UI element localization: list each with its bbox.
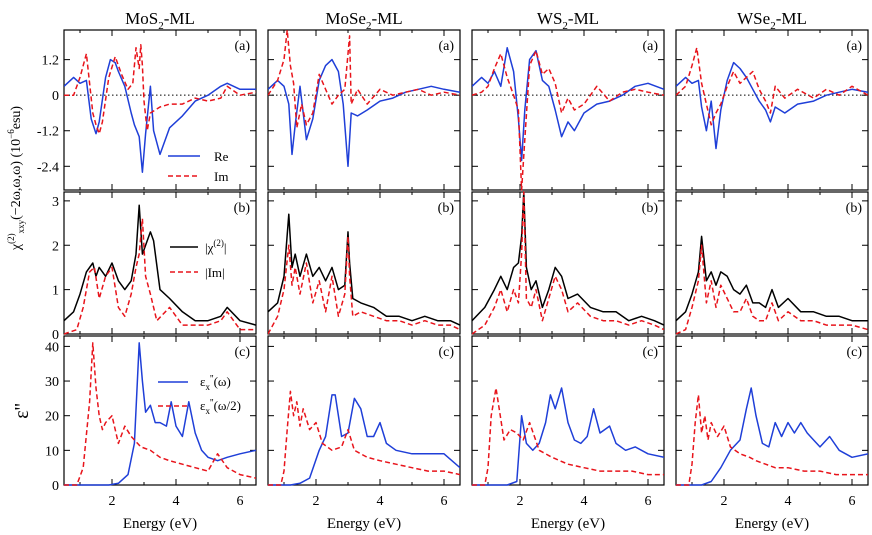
panel-label-a: (a): [846, 39, 862, 54]
series-ws2-ml-a-im: [472, 49, 664, 191]
series-wse2-ml-c-x-2: [676, 394, 868, 486]
series-mose2-ml-c-x-2: [268, 390, 460, 486]
legend-label-re: Re: [214, 149, 229, 164]
panel-label-b: (b): [642, 201, 659, 216]
series-ws2-ml-a-re: [472, 47, 664, 162]
panel-frame-mose2-ml-c: [267, 335, 461, 486]
series-mose2-ml-b-im: [268, 235, 460, 335]
y-tick-label-c: 10: [45, 444, 59, 459]
series-mos2-ml-b-im: [64, 217, 256, 335]
panel-label-a: (a): [234, 39, 250, 54]
legend-label-abs: |χ(2)|: [205, 238, 226, 255]
legend-label-imabs: |Im|: [205, 265, 225, 280]
panel-label-b: (b): [438, 201, 455, 216]
title-mos2: MoS2-ML: [125, 9, 195, 32]
x-tick-label: 6: [645, 494, 652, 509]
y-tick-label-a: 1.2: [42, 54, 60, 69]
panel-frame-mos2-ml-b: [63, 191, 257, 335]
y-tick-label-b: 3: [52, 195, 59, 210]
x-tick-label: 4: [377, 494, 384, 509]
panel-label-a: (a): [642, 39, 658, 54]
x-axis-label-mose2: Energy (eV): [327, 516, 401, 532]
panel-frame-wse2-ml-a: [675, 29, 869, 191]
x-axis-label-mos2: Energy (eV): [123, 516, 197, 532]
y-tick-label-b: 0: [52, 328, 59, 343]
legend-label-im: Im: [214, 169, 228, 184]
title-wse2: WSe2-ML: [737, 9, 807, 32]
column-mos2: -2.4 -1.2 0 1.2 (a) 0 1 2 3 (b) 0 10 20 30 40 (c) 2 4 6: [37, 29, 257, 509]
series-ws2-ml-c-x: [472, 387, 664, 486]
x-tick-label: 4: [785, 494, 792, 509]
x-tick-label: 4: [173, 494, 180, 509]
column-mose2: (a) (b) (c) 2 4 6: [267, 29, 461, 509]
panel-frame-mos2-ml-c: [63, 335, 257, 486]
panel-frame-wse2-ml-b: [675, 191, 869, 335]
title-ws2: WS2-ML: [537, 9, 599, 32]
x-tick-label: 6: [849, 494, 856, 509]
panel-frame-ws2-ml-c: [471, 335, 665, 486]
series-mos2-ml-c-x-2: [64, 342, 256, 486]
x-tick-label: 2: [109, 494, 116, 509]
y-tick-label-c: 0: [52, 479, 59, 494]
series-mos2-ml-a-im: [64, 44, 256, 135]
y-tick-label-b: 1: [52, 284, 59, 299]
series-wse2-ml-c-x: [676, 387, 868, 486]
y-axis-label-chi: χ(2)xxy(−2ω,ω,ω) (10−6esu): [6, 106, 26, 251]
legend-label-eps-w: εx''(ω): [200, 374, 231, 392]
column-wse2: (a) (b) (c) 2 4 6: [675, 29, 869, 509]
panel-frame-ws2-ml-a: [471, 29, 665, 191]
panel-label-a: (a): [438, 39, 454, 54]
x-tick-label: 6: [441, 494, 448, 509]
panel-frame-ws2-ml-b: [471, 191, 665, 335]
series-ws2-ml-b-2: [472, 191, 664, 326]
series-wse2-ml-b-2: [676, 235, 868, 322]
panel-label-b: (b): [234, 201, 251, 216]
panel-label-c: (c): [846, 345, 862, 360]
y-tick-label-a: -2.4: [37, 160, 59, 175]
y-tick-label-c: 20: [45, 410, 59, 425]
y-tick-label-b: 2: [52, 239, 59, 254]
y-tick-label-c: 40: [45, 340, 59, 355]
series-mose2-ml-b-2: [268, 213, 460, 326]
x-axis-label-ws2: Energy (eV): [531, 516, 605, 532]
svg-text:χ(2)xxy(−2ω,ω,ω) (10−6esu): χ(2)xxy(−2ω,ω,ω) (10−6esu): [6, 106, 26, 251]
column-ws2: (a) (b) (c) 2 4 6: [471, 29, 665, 509]
series-ws2-ml-c-x-2: [472, 387, 664, 486]
title-mose2: MoSe2-ML: [325, 9, 402, 32]
series-mos2-ml-b-2: [64, 204, 256, 326]
series-mose2-ml-a-re: [268, 58, 460, 168]
legend-c: εx''(ω) εx''(ω/2): [158, 374, 241, 416]
x-tick-label: 4: [581, 494, 588, 509]
panel-frame-mose2-ml-a: [267, 29, 461, 191]
panel-frame-wse2-ml-c: [675, 335, 869, 486]
x-tick-label: 2: [313, 494, 320, 509]
series-mose2-ml-a-im: [268, 29, 460, 129]
y-axis-label-epsilon: ε'': [11, 403, 33, 419]
series-mose2-ml-c-x: [268, 394, 460, 486]
x-axis-label-wse2: Energy (eV): [735, 516, 809, 532]
panel-label-c: (c): [642, 345, 658, 360]
series-mos2-ml-c-x: [64, 342, 256, 486]
panel-label-c: (c): [234, 345, 250, 360]
x-tick-label: 2: [721, 494, 728, 509]
series-wse2-ml-a-im: [676, 47, 868, 126]
panel-frame-mos2-ml-a: [63, 29, 257, 191]
panel-label-c: (c): [438, 345, 454, 360]
series-ws2-ml-b-im: [472, 191, 664, 335]
panel-label-b: (b): [846, 201, 863, 216]
x-tick-label: 2: [517, 494, 524, 509]
x-tick-label: 6: [237, 494, 244, 509]
y-tick-label-a: 0: [52, 89, 59, 104]
series-wse2-ml-b-im: [676, 244, 868, 335]
y-tick-label-c: 30: [45, 375, 59, 390]
panel-frame-mose2-ml-b: [267, 191, 461, 335]
series-mos2-ml-a-re: [64, 58, 256, 173]
legend-a: Re Im: [168, 149, 229, 184]
legend-b: |χ(2)| |Im|: [170, 238, 226, 280]
legend-label-eps-w2: εx''(ω/2): [200, 398, 241, 416]
y-tick-label-a: -1.2: [37, 125, 59, 140]
